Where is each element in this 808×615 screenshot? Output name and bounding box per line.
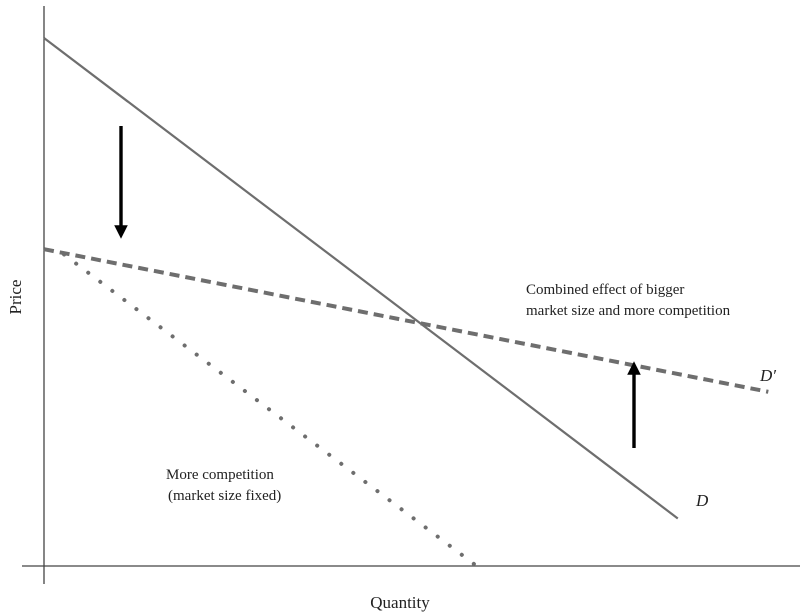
annotation-combined-effect-line-1: Combined effect of bigger [526, 282, 684, 298]
demand-curve-d-prime [43, 247, 769, 394]
x-axis-label: Quantity [370, 593, 430, 612]
demand-curve-d [43, 37, 679, 520]
more-competition-curve [62, 252, 479, 568]
annotation-more-competition-line-2: (market size fixed) [168, 488, 281, 504]
y-axis-label: Price [6, 280, 25, 315]
curve-label-d-prime: D′ [759, 366, 776, 385]
annotation-more-competition-line-1: More competition [166, 467, 274, 483]
annotation-combined-effect-line-2: market size and more competition [526, 303, 731, 319]
curve-label-d: D [695, 491, 709, 510]
